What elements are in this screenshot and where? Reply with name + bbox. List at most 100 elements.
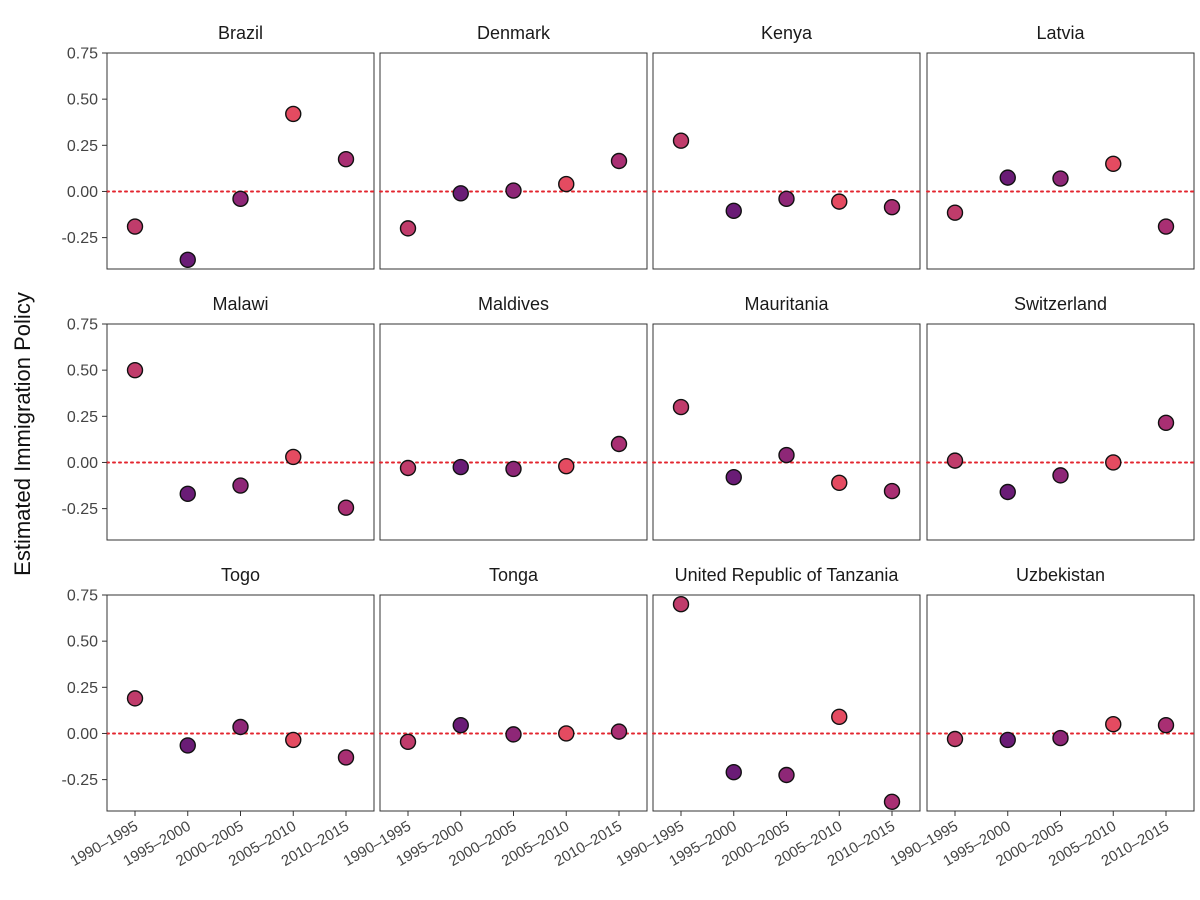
data-point [1105, 454, 1122, 471]
data-point [505, 726, 522, 743]
data-point [672, 596, 690, 613]
panel-switzerland: Switzerland [926, 294, 1195, 541]
y-tick-label: 0.00 [67, 455, 98, 472]
panel-border [652, 323, 921, 541]
y-tick-label: 0.75 [67, 46, 98, 63]
panel-maldives: Maldives [379, 294, 648, 541]
data-point [946, 452, 964, 469]
panel-title: Uzbekistan [1016, 565, 1105, 585]
panel-border [379, 52, 648, 270]
data-point [285, 105, 302, 123]
data-point [1157, 716, 1175, 734]
data-point [1052, 467, 1069, 484]
data-point [725, 202, 742, 220]
panel-title: Brazil [218, 23, 263, 43]
data-point [883, 198, 901, 216]
panel-border [106, 594, 375, 812]
panel-tonga: Tonga1990–19951995–20002000–20052005–201… [340, 565, 648, 870]
data-point [610, 435, 628, 453]
data-point [946, 204, 964, 221]
y-tick-label: 0.25 [67, 409, 98, 426]
panel-title: Kenya [761, 23, 813, 43]
data-point [179, 737, 196, 754]
panel-border [106, 52, 375, 270]
y-axis-label: Estimated Immigration Policy [10, 292, 35, 576]
data-point [232, 190, 249, 208]
panel-border [106, 323, 375, 541]
data-point [778, 190, 795, 208]
panel-border [926, 594, 1195, 812]
data-point [999, 483, 1016, 501]
data-point [558, 725, 575, 742]
panel-title: Tonga [489, 565, 539, 585]
data-point [1052, 729, 1069, 747]
y-tick-label: -0.25 [62, 501, 99, 518]
panel-title: Togo [221, 565, 260, 585]
data-point [285, 448, 302, 466]
panel-title: Maldives [478, 294, 549, 314]
data-point [831, 708, 848, 726]
panel-title: Denmark [477, 23, 551, 43]
data-point [725, 764, 742, 781]
data-point [232, 477, 249, 494]
y-tick-label: 0.75 [67, 588, 98, 605]
panel-mauritania: Mauritania [652, 294, 921, 541]
panel-border [379, 594, 648, 812]
panel-title: Mauritania [744, 294, 829, 314]
data-point [452, 716, 469, 734]
data-point [452, 458, 469, 476]
data-point [1052, 170, 1069, 187]
data-point [179, 485, 196, 503]
data-point [452, 185, 469, 202]
data-point [946, 730, 964, 748]
data-point [126, 361, 144, 379]
y-tick-label: 0.00 [67, 184, 98, 201]
panel-uzbekistan: Uzbekistan1990–19951995–20002000–2005200… [887, 565, 1195, 870]
data-point [399, 220, 417, 237]
y-tick-label: 0.50 [67, 634, 98, 651]
data-point [337, 150, 355, 168]
data-point [1157, 414, 1175, 431]
y-tick-label: -0.25 [62, 772, 99, 789]
data-point [672, 132, 690, 149]
y-tick-label: -0.25 [62, 230, 99, 247]
data-point [126, 218, 144, 235]
data-point [610, 723, 628, 740]
data-point [232, 718, 249, 736]
data-point [505, 182, 522, 199]
data-point [883, 793, 901, 810]
y-tick-label: 0.75 [67, 317, 98, 334]
data-point [831, 193, 848, 210]
panel-latvia: Latvia [926, 23, 1195, 270]
y-tick-label: 0.00 [67, 726, 98, 743]
panel-kenya: Kenya [652, 23, 921, 270]
data-point [558, 175, 575, 193]
data-point [1105, 716, 1122, 733]
y-tick-label: 0.50 [67, 363, 98, 380]
data-point [337, 749, 355, 766]
data-point [179, 251, 196, 268]
panel-title: Latvia [1036, 23, 1085, 43]
data-point [831, 474, 848, 491]
data-point [672, 398, 690, 416]
data-point [126, 690, 144, 707]
data-point [1105, 155, 1122, 172]
data-point [999, 169, 1016, 186]
panel-border [926, 52, 1195, 270]
panel-united-republic-of-tanzania: United Republic of Tanzania1990–19951995… [613, 565, 921, 870]
data-point [999, 731, 1016, 749]
panel-title: United Republic of Tanzania [675, 565, 900, 585]
data-point [725, 469, 742, 486]
data-point [778, 766, 795, 784]
y-tick-label: 0.25 [67, 138, 98, 155]
data-point [1157, 218, 1175, 235]
panel-title: Malawi [212, 294, 268, 314]
y-tick-label: 0.50 [67, 92, 98, 109]
panel-brazil: Brazil 0.75 0.50 0.25 0.00 -0.25 [62, 23, 375, 270]
panel-denmark: Denmark [379, 23, 648, 270]
data-point [558, 457, 575, 475]
y-tick-label: 0.25 [67, 680, 98, 697]
data-point [337, 499, 355, 516]
data-point [285, 731, 302, 749]
